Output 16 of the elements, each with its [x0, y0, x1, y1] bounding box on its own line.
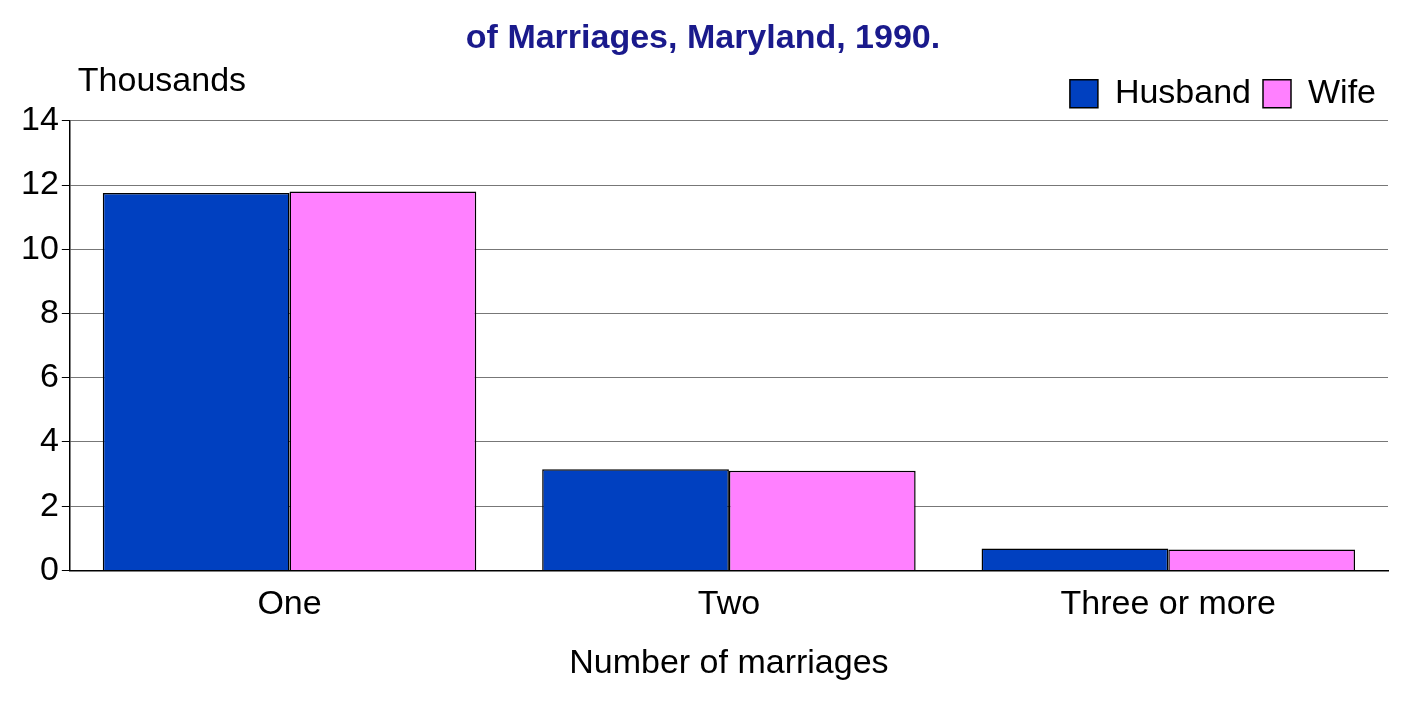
x-tick-label: One — [257, 583, 322, 622]
y-tick-label: 14 — [20, 99, 59, 138]
y-tick-label: 0 — [39, 548, 59, 587]
y-tick-label: 8 — [39, 291, 59, 330]
y-tick-label: 4 — [39, 420, 59, 459]
x-tick-label: Three or more — [1060, 583, 1277, 622]
y-tick-label: 2 — [39, 484, 59, 523]
legend-label: Wife — [1308, 72, 1376, 111]
y-axis-title: Thousands — [77, 60, 247, 99]
y-tick-label: 10 — [20, 227, 59, 266]
chart-title: of Marriages, Maryland, 1990. — [465, 16, 941, 55]
x-tick-label: Two — [697, 583, 761, 622]
legend-label: Husband — [1114, 72, 1252, 111]
y-tick-label: 6 — [39, 356, 59, 395]
y-tick-label: 12 — [20, 163, 59, 202]
x-axis-title: Number of marriages — [569, 641, 889, 680]
